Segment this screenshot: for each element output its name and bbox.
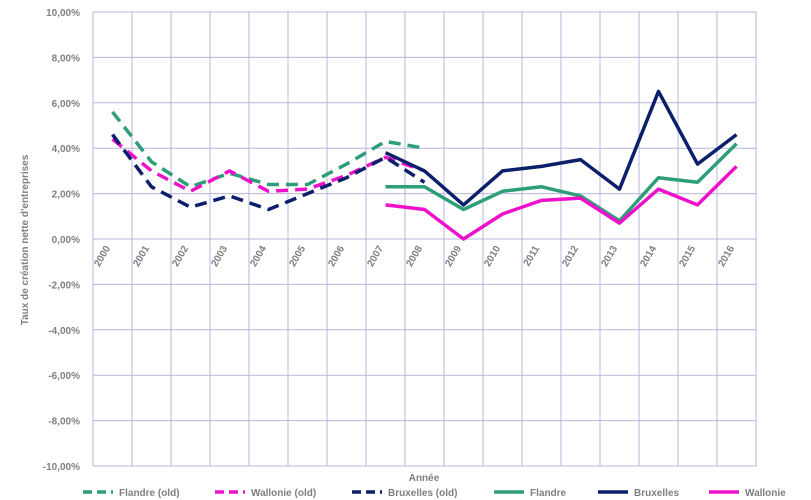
y-tick-label: 4,00%: [52, 144, 80, 155]
legend-label: Bruxelles (old): [388, 488, 457, 499]
x-tick-label: 2008: [404, 244, 425, 269]
y-tick-label: -4,00%: [48, 326, 80, 337]
series-line-bruxelles: [384, 89, 738, 207]
x-tick-label: 2009: [443, 244, 464, 269]
x-tick-label: 2012: [560, 244, 581, 269]
y-tick-label: 2,00%: [52, 190, 80, 201]
x-tick-label: 2000: [92, 244, 113, 269]
x-tick-label: 2007: [365, 244, 386, 269]
x-tick-label: 2016: [716, 244, 737, 269]
y-tick-label: -8,00%: [48, 417, 80, 428]
y-axis-title: Taux de création nette d'entreprises: [20, 154, 31, 325]
legend-label: Wallonie (old): [251, 488, 316, 499]
y-tick-label: 10,00%: [46, 8, 80, 19]
x-tick-label: 2010: [482, 244, 503, 269]
legend-label: Wallonie: [745, 488, 786, 499]
y-tick-label: 6,00%: [52, 99, 80, 110]
y-tick-label: -2,00%: [48, 280, 80, 291]
series-lines: [111, 89, 738, 241]
series-line-flandre: [385, 142, 738, 223]
x-tick-label: 2005: [287, 244, 308, 269]
legend-label: Flandre (old): [119, 488, 180, 499]
series-line-bruxelles-old: [111, 133, 426, 212]
y-axis-ticks: 10,00% 8,00% 6,00% 4,00% 2,00% 0,00% -2,00% -4,…: [43, 8, 80, 473]
y-tick-label: -10,00%: [43, 462, 80, 473]
x-tick-label: 2002: [170, 244, 191, 269]
x-tick-label: 2006: [326, 244, 347, 269]
x-axis-ticks: 2000 2001 2002 2003 2004 2005 2006 2007 2008 2009…: [92, 244, 737, 269]
y-tick-label: -6,00%: [48, 371, 80, 382]
series-line-flandre-old: [111, 110, 425, 189]
grid: [92, 11, 757, 467]
x-tick-label: 2013: [599, 244, 620, 269]
x-tick-label: 2003: [209, 244, 230, 269]
legend-label: Flandre: [530, 488, 567, 499]
x-tick-label: 2001: [131, 244, 152, 269]
y-tick-label: 0,00%: [52, 235, 80, 246]
x-tick-label: 2015: [677, 244, 698, 269]
legend-label: Bruxelles: [634, 488, 679, 499]
x-axis-title: Année: [409, 473, 440, 484]
x-tick-label: 2014: [638, 244, 659, 269]
x-tick-label: 2011: [522, 244, 543, 269]
series-line-wallonie: [385, 165, 738, 241]
legend: Flandre (old) Wallonie (old) Bruxelles (ol…: [83, 488, 786, 499]
y-tick-label: 8,00%: [52, 53, 80, 64]
x-tick-label: 2004: [248, 244, 269, 269]
